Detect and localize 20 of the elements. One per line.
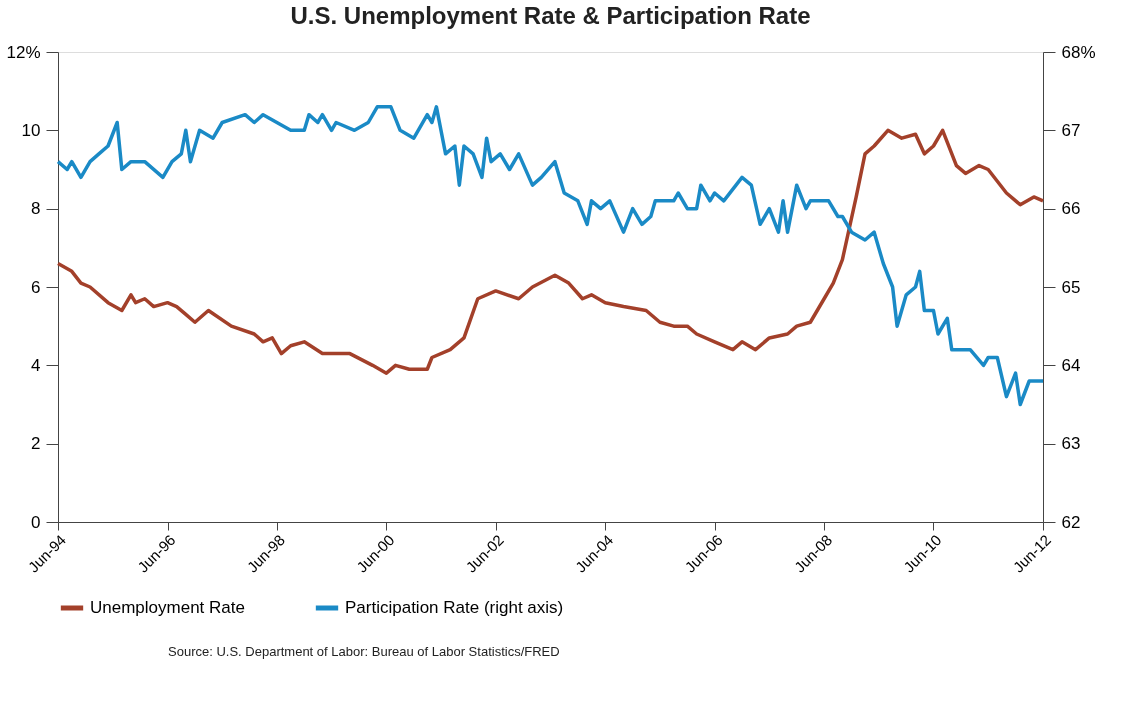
source-note: Source: U.S. Department of Labor: Bureau of Labor Statistics/FRED: [168, 644, 560, 659]
legend-label: Unemployment Rate: [90, 598, 245, 617]
y-tick-label: 2: [31, 434, 41, 454]
y2-tick-label: 68%: [1061, 42, 1096, 62]
y2-tick-label: 67: [1061, 120, 1081, 140]
y-tick-label: 8: [31, 199, 41, 219]
line-series: [56, 105, 1045, 407]
line-series: [56, 128, 1045, 375]
y2-tick-label: 66: [1061, 199, 1081, 219]
legend-label: Participation Rate (right axis): [345, 598, 564, 617]
y2-tick-label: 64: [1061, 355, 1081, 375]
y-tick-label: 0: [31, 512, 41, 532]
y2-tick-label: 63: [1061, 434, 1081, 454]
y2-tick-label: 62: [1061, 512, 1081, 532]
chart-title: U.S. Unemployment Rate & Participation Rate: [290, 2, 811, 29]
y-tick-label: 10: [21, 120, 41, 140]
y-tick-label: 6: [31, 277, 41, 297]
y2-tick-label: 65: [1061, 277, 1081, 297]
y-tick-label: 4: [31, 355, 41, 375]
y-tick-label: 12%: [6, 42, 41, 62]
